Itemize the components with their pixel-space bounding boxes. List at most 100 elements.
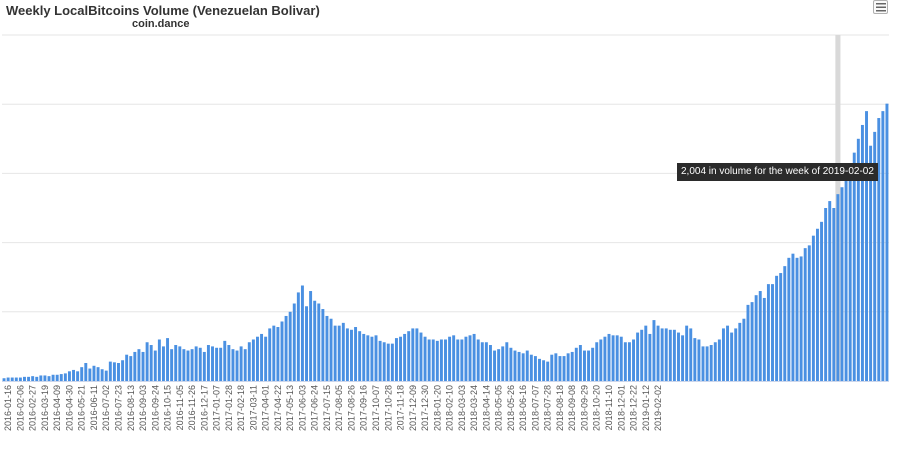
bar[interactable]: [329, 318, 333, 381]
bar[interactable]: [529, 354, 533, 381]
bar[interactable]: [67, 371, 71, 381]
bar[interactable]: [832, 208, 836, 381]
bar[interactable]: [583, 350, 586, 381]
bar[interactable]: [268, 328, 272, 381]
bar[interactable]: [668, 329, 672, 381]
bar[interactable]: [63, 373, 67, 381]
bar[interactable]: [88, 368, 92, 381]
bar[interactable]: [574, 347, 578, 381]
bar[interactable]: [848, 166, 852, 381]
bar[interactable]: [681, 335, 685, 381]
bar[interactable]: [493, 350, 497, 381]
bar[interactable]: [448, 336, 452, 381]
bar[interactable]: [206, 345, 210, 381]
bar[interactable]: [566, 353, 570, 381]
bar[interactable]: [313, 300, 317, 381]
bar[interactable]: [362, 333, 366, 381]
bar[interactable]: [738, 322, 742, 381]
bar[interactable]: [480, 342, 484, 381]
bar[interactable]: [554, 353, 558, 381]
bar[interactable]: [153, 350, 157, 381]
bar[interactable]: [309, 291, 313, 381]
bar[interactable]: [178, 346, 182, 381]
bar[interactable]: [378, 340, 382, 381]
bar[interactable]: [464, 336, 468, 381]
chart-menu-button[interactable]: [873, 0, 888, 14]
bar[interactable]: [51, 374, 55, 381]
bar[interactable]: [701, 346, 705, 381]
bar[interactable]: [828, 201, 832, 381]
bar[interactable]: [497, 349, 501, 381]
bar[interactable]: [235, 350, 239, 381]
bar[interactable]: [43, 375, 47, 381]
bar[interactable]: [664, 328, 668, 381]
bar[interactable]: [137, 349, 141, 381]
bar[interactable]: [742, 318, 746, 381]
bar[interactable]: [484, 342, 488, 381]
bar[interactable]: [505, 342, 509, 381]
bar[interactable]: [885, 103, 889, 382]
bar[interactable]: [431, 339, 435, 381]
bar[interactable]: [14, 377, 18, 381]
bar[interactable]: [354, 327, 358, 381]
bar[interactable]: [337, 325, 341, 381]
bar[interactable]: [341, 322, 345, 381]
bar[interactable]: [211, 346, 214, 381]
bar[interactable]: [288, 311, 292, 381]
bar[interactable]: [423, 336, 427, 381]
bar[interactable]: [803, 248, 807, 381]
bar[interactable]: [202, 351, 206, 381]
bar[interactable]: [771, 284, 774, 381]
bar[interactable]: [345, 328, 349, 381]
bar[interactable]: [860, 124, 864, 382]
bar[interactable]: [194, 346, 198, 381]
bar[interactable]: [525, 350, 529, 381]
bar[interactable]: [84, 363, 88, 381]
bar[interactable]: [96, 367, 100, 381]
bar[interactable]: [533, 356, 537, 381]
bar[interactable]: [816, 228, 819, 381]
bar[interactable]: [280, 321, 284, 381]
bar[interactable]: [247, 342, 251, 381]
bar[interactable]: [129, 356, 133, 381]
bar[interactable]: [656, 325, 660, 381]
bar[interactable]: [174, 345, 178, 381]
bar[interactable]: [452, 335, 456, 381]
bar[interactable]: [746, 304, 750, 381]
bar[interactable]: [439, 339, 443, 381]
bar[interactable]: [811, 235, 815, 381]
bar[interactable]: [427, 339, 431, 381]
bar[interactable]: [100, 369, 104, 381]
bar[interactable]: [296, 292, 300, 381]
bar[interactable]: [223, 340, 227, 381]
bar[interactable]: [133, 351, 137, 381]
bar[interactable]: [292, 303, 296, 382]
bar[interactable]: [72, 369, 75, 381]
bar[interactable]: [468, 335, 472, 381]
bar[interactable]: [779, 273, 783, 381]
bar[interactable]: [219, 347, 223, 381]
bar[interactable]: [750, 302, 754, 381]
bar[interactable]: [677, 332, 680, 381]
bar[interactable]: [358, 331, 362, 381]
bar[interactable]: [509, 347, 513, 381]
bar[interactable]: [444, 339, 447, 381]
bar[interactable]: [227, 345, 231, 381]
bar[interactable]: [570, 351, 574, 381]
bar[interactable]: [873, 131, 877, 381]
bar[interactable]: [578, 345, 582, 381]
bar[interactable]: [721, 328, 725, 381]
bar[interactable]: [125, 354, 129, 381]
bar[interactable]: [18, 377, 22, 381]
bar[interactable]: [820, 221, 824, 381]
bar[interactable]: [558, 356, 562, 381]
bar[interactable]: [145, 342, 149, 381]
bar[interactable]: [836, 194, 840, 381]
bar[interactable]: [264, 336, 268, 381]
bar[interactable]: [231, 349, 235, 381]
bar[interactable]: [251, 339, 255, 381]
bar[interactable]: [762, 297, 766, 381]
bar[interactable]: [403, 333, 407, 381]
bar[interactable]: [117, 363, 120, 381]
bar[interactable]: [411, 328, 415, 381]
